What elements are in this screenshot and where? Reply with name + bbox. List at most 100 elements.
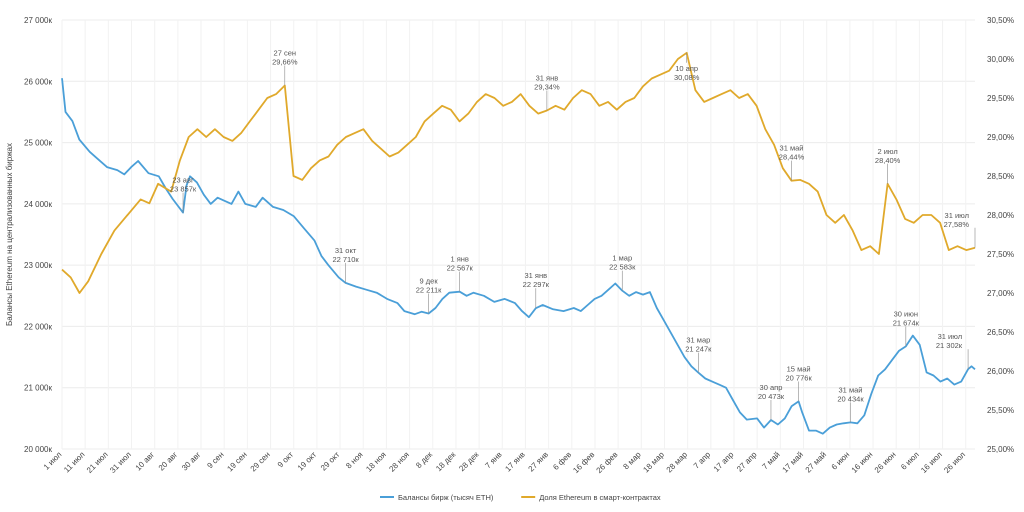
y2-tick-label: 25,50% (987, 406, 1014, 415)
x-tick-label: 8 ноя (344, 450, 364, 470)
x-tick-label: 7 апр (692, 450, 713, 471)
x-tick-label: 8 дек (414, 450, 434, 470)
y2-tick-label: 29,50% (987, 94, 1014, 103)
annotation-label: 23 857к (170, 185, 197, 194)
annotation-label: 22 211к (416, 285, 442, 294)
x-tick-label: 29 окт (319, 450, 342, 473)
y-tick-label: 23 000к (24, 261, 52, 270)
x-tick-label: 26 фев (595, 450, 620, 475)
y-tick-label: 25 000к (24, 139, 52, 148)
annotation-label: 22 583к (609, 263, 636, 272)
annotation-label: 22 297к (523, 280, 550, 289)
x-tick-label: 18 дек (434, 450, 458, 474)
annotation-label: 29,66% (272, 58, 298, 67)
annotation-label: 1 мар (612, 254, 632, 263)
x-tick-label: 29 сен (249, 450, 272, 473)
annotation-label: 31 май (839, 385, 863, 394)
annotation-label: 31 янв (536, 73, 559, 82)
annotation-label: 30 июн (894, 309, 918, 318)
x-tick-label: 16 фев (571, 450, 596, 475)
y2-tick-label: 30,00% (987, 55, 1014, 64)
annotation-label: 28,44% (779, 153, 805, 162)
annotation-label: 21 302к (936, 341, 963, 350)
annotation-label: 28,40% (875, 156, 901, 165)
annotation-label: 20 776к (786, 373, 813, 382)
x-tick-label: 26 июн (873, 450, 898, 475)
x-tick-label: 6 июл (899, 450, 921, 472)
x-tick-label: 9 окт (276, 450, 296, 470)
annotation-label: 22 567к (447, 264, 474, 273)
series-line-0 (61, 78, 976, 435)
x-tick-label: 7 май (760, 450, 781, 471)
y2-tick-label: 29,00% (987, 133, 1014, 142)
x-tick-label: 28 ноя (387, 450, 411, 474)
x-tick-label: 27 май (804, 450, 828, 474)
y-tick-label: 26 000к (24, 77, 52, 86)
legend-label-1: Доля Ethereum в смарт-контрактах (539, 493, 661, 502)
x-tick-label: 27 апр (735, 450, 759, 474)
annotation-label: 30,08% (674, 73, 700, 82)
y-tick-label: 27 000к (24, 16, 52, 25)
series-line-1 (61, 51, 976, 294)
x-tick-label: 31 июл (108, 450, 133, 475)
x-tick-label: 16 июл (919, 450, 944, 475)
x-tick-label: 7 янв (483, 450, 503, 470)
x-tick-label: 19 окт (296, 450, 319, 473)
y2-tick-label: 27,50% (987, 250, 1014, 259)
x-tick-label: 18 мар (641, 450, 666, 475)
annotation-label: 31 окт (335, 246, 357, 255)
annotation-label: 31 май (780, 144, 804, 153)
annotation-label: 29,34% (534, 82, 560, 91)
x-tick-label: 18 ноя (364, 450, 388, 474)
y-tick-label: 22 000к (24, 322, 52, 331)
annotation-label: 27 сен (274, 49, 297, 58)
x-tick-label: 19 сен (225, 450, 248, 473)
annotation-label: 2 июл (877, 147, 897, 156)
annotation-label: 20 473к (758, 392, 785, 401)
annotation-label: 1 янв (450, 255, 468, 264)
annotation-label: 15 май (787, 364, 811, 373)
x-tick-label: 30 авг (180, 450, 203, 473)
annotation-label: 21 247к (685, 345, 712, 354)
annotation-label: 31 мар (686, 336, 710, 345)
x-tick-label: 17 янв (503, 450, 526, 473)
x-tick-label: 9 сен (205, 450, 225, 470)
annotation-label: 20 434к (837, 394, 864, 403)
y2-tick-label: 26,50% (987, 328, 1014, 337)
y2-tick-label: 30,50% (987, 16, 1014, 25)
annotation-label: 30 апр (760, 383, 783, 392)
y2-tick-label: 28,00% (987, 211, 1014, 220)
annotation-label: 21 674к (893, 318, 920, 327)
y2-tick-label: 26,00% (987, 367, 1014, 376)
y2-tick-label: 27,00% (987, 289, 1014, 298)
x-tick-label: 17 апр (712, 450, 736, 474)
x-tick-label: 11 июл (62, 450, 87, 475)
annotation-label: 31 июл (945, 211, 969, 220)
y2-tick-label: 28,50% (987, 172, 1014, 181)
annotation-label: 10 апр (675, 64, 698, 73)
y-tick-label: 20 000к (24, 445, 52, 454)
x-tick-label: 28 дек (457, 450, 481, 474)
y2-tick-label: 25,00% (987, 445, 1014, 454)
x-tick-label: 21 июл (85, 450, 110, 475)
x-tick-label: 26 июл (942, 450, 967, 475)
x-tick-label: 16 июн (850, 450, 875, 475)
annotation-label: 23 авг (172, 176, 194, 185)
annotation-label: 31 июл (938, 332, 962, 341)
annotation-label: 9 дек (420, 276, 439, 285)
y-tick-label: 21 000к (24, 384, 52, 393)
legend-label-0: Балансы бирж (тысяч ETH) (398, 493, 494, 502)
y-tick-label: 24 000к (24, 200, 52, 209)
x-tick-label: 28 мар (665, 450, 690, 475)
x-tick-label: 6 июн (830, 450, 852, 472)
annotation-label: 22 710к (332, 255, 359, 264)
x-tick-label: 17 май (781, 450, 805, 474)
annotation-label: 27,58% (944, 220, 970, 229)
x-tick-label: 6 фев (551, 450, 573, 472)
annotation-label: 31 янв (524, 271, 547, 280)
x-tick-label: 20 авг (157, 450, 180, 473)
x-tick-label: 10 авг (134, 450, 157, 473)
y-axis-label: Балансы Ethereum на централизованных бир… (5, 143, 14, 326)
